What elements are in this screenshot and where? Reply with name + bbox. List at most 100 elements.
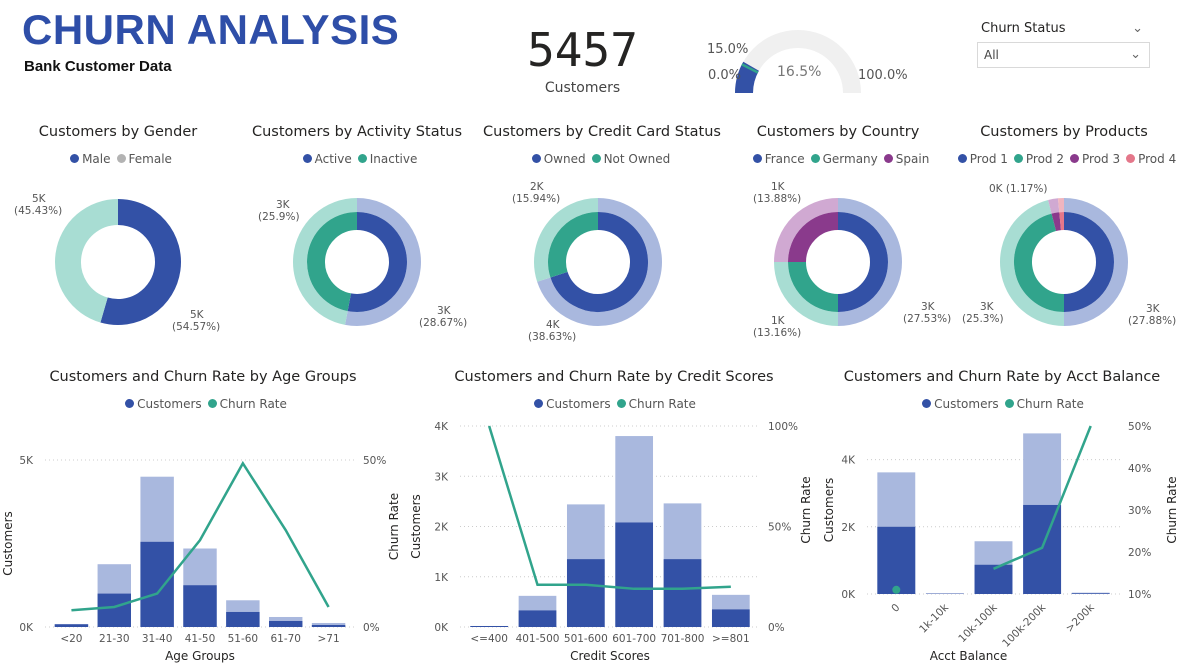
donut-slice[interactable]	[100, 199, 181, 325]
kpi-customers-label: Customers	[544, 80, 621, 96]
bar-churned[interactable]	[518, 610, 557, 627]
bar-churned[interactable]	[615, 522, 654, 627]
donut-slice[interactable]	[1014, 213, 1065, 312]
data-label: 2K (15.94%)	[512, 181, 560, 205]
legend-dot	[1004, 399, 1014, 408]
donut-slice[interactable]	[534, 198, 599, 282]
legend-label: Customers	[934, 397, 999, 411]
donut-slice[interactable]	[1051, 212, 1062, 232]
chart-legend: Customers Churn Rate	[880, 397, 1120, 411]
bar-churned[interactable]	[1023, 504, 1062, 594]
x-axis-title: Credit Scores	[570, 649, 650, 663]
bar-churned[interactable]	[470, 625, 509, 627]
legend-label: Prod 3	[1082, 152, 1121, 166]
bar-churned[interactable]	[311, 624, 346, 627]
legend-dot	[752, 154, 762, 163]
bar-churned[interactable]	[663, 559, 702, 627]
legend-label: Customers	[546, 397, 611, 411]
page-subtitle: Bank Customer Data	[24, 58, 172, 75]
donut-slice[interactable]	[774, 261, 839, 326]
chevron-down-icon[interactable]: ⌄	[1132, 21, 1143, 36]
bar-churned[interactable]	[974, 564, 1013, 594]
donut-slice[interactable]	[55, 199, 119, 323]
donut-slice[interactable]	[347, 212, 407, 312]
legend-dot	[70, 154, 80, 163]
legend-dot	[922, 399, 932, 408]
page-title: CHURN ANALYSIS	[22, 6, 400, 53]
churn-rate-line[interactable]	[71, 460, 330, 612]
legend-dot	[591, 154, 601, 163]
chevron-down-icon[interactable]: ⌄	[1130, 47, 1141, 62]
x-tick-label: 61-70	[270, 633, 301, 645]
bar-churned[interactable]	[183, 585, 217, 627]
slicer-header[interactable]: Churn Status ⌄	[975, 16, 1155, 42]
donut-slice[interactable]	[537, 198, 662, 326]
bar-churned[interactable]	[269, 620, 303, 627]
y-tick-label: 2K	[434, 522, 449, 534]
kpi-customers-value: 5457	[527, 23, 638, 77]
bar-churned[interactable]	[97, 593, 131, 627]
x-tick-label: 601-700	[612, 633, 656, 645]
donut-slice[interactable]	[788, 212, 839, 263]
donut-slice[interactable]	[837, 198, 902, 326]
x-axis-title: Acct Balance	[930, 649, 1008, 663]
y2-axis-title-left: Churn Rate	[799, 476, 813, 543]
donut-slice[interactable]	[788, 261, 839, 312]
chart-title: Customers by Gender	[38, 124, 198, 140]
bar-churned[interactable]	[877, 526, 916, 594]
y-tick-label: 5K	[19, 455, 34, 467]
data-label: 3K (27.88%)	[1128, 303, 1176, 327]
data-label: 3K (25.9%)	[258, 199, 300, 223]
legend-dot	[534, 399, 544, 408]
donut-slice[interactable]	[307, 212, 358, 312]
legend-dot	[531, 154, 541, 163]
bar-churned[interactable]	[566, 559, 605, 627]
donut-slice[interactable]	[1000, 200, 1065, 326]
y2-tick-label: 20%	[1128, 547, 1151, 559]
y-tick-label: 0K	[841, 589, 856, 601]
chart-title: Customers by Country	[756, 124, 920, 140]
donut-slice[interactable]	[837, 212, 888, 312]
y2-tick-label: 50%	[363, 455, 386, 467]
donut-slice[interactable]	[774, 198, 839, 263]
x-tick-label: 21-30	[99, 633, 130, 645]
donut-slice[interactable]	[1063, 212, 1114, 312]
bar-churned[interactable]	[1071, 593, 1110, 594]
legend-dot	[125, 399, 135, 408]
donut-chart: 0K (1.17%) 3K (25.3%) 3K (27.88%)	[962, 183, 1176, 327]
x-tick-label: >71	[317, 633, 339, 645]
donut-slice[interactable]	[1048, 198, 1060, 214]
y2-tick-label: 40%	[1128, 463, 1151, 475]
legend-dot	[810, 154, 820, 163]
donut-slice[interactable]	[550, 212, 648, 312]
y-tick-label: 0K	[19, 622, 34, 634]
donut-chart: 1K (13.88%) 1K (13.16%) 3K (27.53%)	[753, 181, 951, 339]
slicer-dropdown[interactable]: All ⌄	[977, 42, 1150, 68]
legend-label: Germany	[822, 152, 878, 166]
donut-slice[interactable]	[293, 198, 358, 325]
legend-label: Prod 2	[1025, 152, 1064, 166]
churn-status-slicer[interactable]: Churn Status ⌄ All ⌄	[975, 16, 1155, 68]
gauge-target-marker	[741, 63, 759, 74]
bar-churned[interactable]	[54, 624, 89, 627]
donut-slice[interactable]	[345, 198, 421, 326]
line-point[interactable]	[892, 585, 901, 594]
y2-tick-label: 0%	[768, 622, 785, 634]
chart-legend: Male Female	[0, 152, 248, 166]
donut-slice[interactable]	[1063, 198, 1128, 326]
donut-chart: 5K (45.43%) 5K (54.57%)	[14, 193, 220, 333]
bar-churned[interactable]	[711, 609, 750, 627]
bar-churned[interactable]	[226, 611, 260, 627]
gauge-fill	[735, 61, 760, 94]
x-tick-label: 31-40	[142, 633, 173, 645]
churn-rate-line[interactable]	[487, 425, 731, 591]
x-tick-label: 701-800	[661, 633, 705, 645]
donut-slice[interactable]	[548, 212, 599, 278]
y2-tick-label: 30%	[1128, 505, 1151, 517]
gauge-target-label: 15.0%	[707, 42, 748, 57]
bar-churned[interactable]	[140, 541, 174, 627]
churn-rate-line[interactable]	[993, 425, 1092, 570]
